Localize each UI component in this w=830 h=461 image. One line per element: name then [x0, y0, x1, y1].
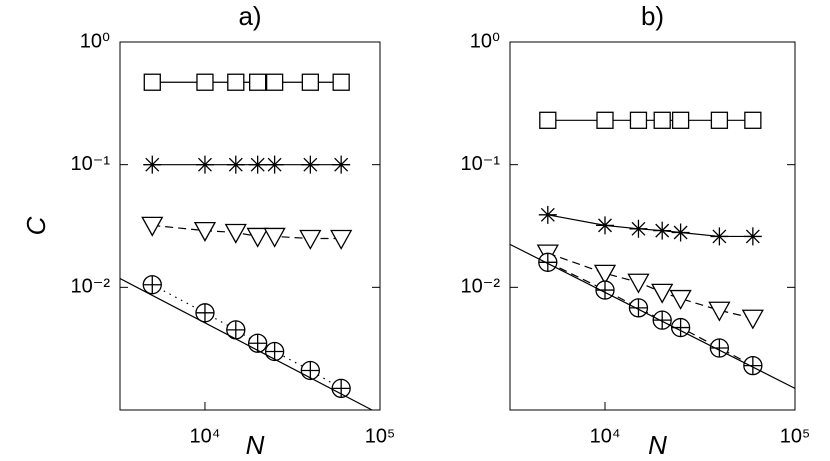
marker [710, 111, 729, 129]
marker [265, 73, 284, 91]
marker [741, 309, 764, 330]
x-tick-label: 10⁴ [590, 425, 621, 447]
panel: a) C N 10⁰ 10⁻¹ 10⁻² 10⁴ 10⁵ [21, 1, 395, 460]
marker [143, 73, 161, 91]
marker [595, 280, 615, 300]
marker [263, 227, 286, 248]
plot-frame [509, 41, 796, 411]
marker [709, 338, 730, 358]
marker [226, 155, 245, 174]
marker [224, 223, 247, 244]
marker [629, 111, 648, 129]
marker [653, 111, 671, 129]
marker [596, 216, 615, 235]
marker [301, 155, 320, 174]
marker [708, 301, 731, 322]
y-tick-label: 10⁻¹ [71, 153, 111, 175]
x-tick-label: 10⁴ [190, 425, 221, 447]
marker [743, 355, 763, 376]
marker [629, 219, 648, 238]
marker [246, 227, 269, 248]
marker [301, 73, 319, 91]
marker [331, 378, 351, 399]
x-axis-label: N [648, 430, 667, 460]
marker [330, 229, 353, 250]
marker [539, 111, 557, 129]
marker [671, 111, 690, 129]
y-tick-label: 10⁰ [470, 30, 500, 52]
marker [264, 341, 285, 362]
marker [249, 73, 267, 91]
marker [596, 111, 614, 129]
marker [628, 298, 649, 318]
marker [653, 221, 672, 240]
y-tick-label: 10⁻² [71, 276, 111, 298]
marker [538, 205, 557, 224]
marker [227, 73, 245, 91]
marker [226, 320, 246, 340]
marker [195, 303, 215, 323]
panel: b) N 10⁰ 10⁻¹ 10⁻² 10⁴ 10⁵ [461, 1, 811, 460]
marker [593, 264, 617, 285]
marker [141, 216, 164, 237]
y-tick-label: 10⁰ [80, 30, 110, 52]
marker [332, 73, 350, 91]
x-axis-label: N [246, 430, 265, 460]
marker [195, 155, 214, 174]
marker [652, 310, 672, 330]
series-line [509, 243, 796, 389]
marker [143, 155, 162, 174]
x-tick-label: 10⁵ [780, 425, 811, 447]
chart-title: a) [238, 1, 261, 31]
marker [627, 273, 650, 294]
chart-title: b) [641, 1, 664, 31]
marker [299, 229, 322, 250]
marker [196, 73, 214, 91]
x-tick-label: 10⁵ [365, 425, 396, 447]
marker [651, 283, 674, 304]
marker [265, 155, 284, 174]
y-axis-label: C [21, 216, 51, 235]
marker [248, 155, 267, 174]
marker [538, 252, 558, 272]
plot-frame [119, 41, 381, 411]
marker [193, 221, 217, 242]
marker [743, 227, 762, 246]
marker [332, 155, 351, 174]
marker [669, 289, 692, 310]
marker [671, 223, 690, 242]
marker [744, 111, 762, 129]
marker [142, 275, 162, 295]
y-tick-label: 10⁻¹ [461, 153, 501, 175]
marker [248, 333, 268, 353]
marker [300, 360, 320, 381]
y-tick-label: 10⁻² [461, 276, 501, 298]
marker [710, 227, 729, 246]
series-line [119, 277, 373, 411]
